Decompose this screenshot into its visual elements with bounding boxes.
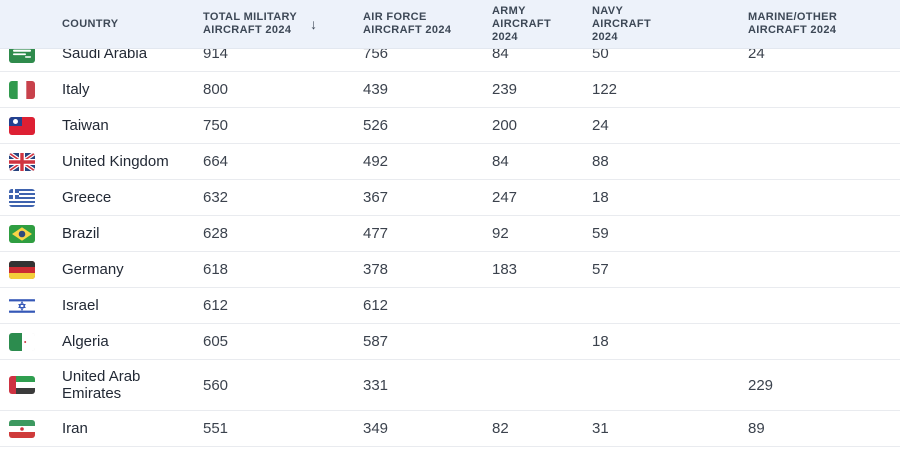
flag-il-icon <box>9 296 35 315</box>
marine-other-aircraft-value: 24 <box>748 45 765 62</box>
air-force-aircraft-value: 477 <box>363 225 389 242</box>
air-force-aircraft-value: 349 <box>363 420 389 437</box>
total-aircraft-value: 618 <box>203 261 229 278</box>
country-name[interactable]: Germany <box>62 261 124 278</box>
flag-cell <box>0 332 62 351</box>
flag-gb-icon <box>9 152 35 171</box>
navy-aircraft-value: 57 <box>592 261 609 278</box>
table-row[interactable]: Brazil 628 477 92 59 <box>0 216 900 252</box>
flag-ae-icon <box>9 376 35 394</box>
army-aircraft-value: 200 <box>492 117 518 134</box>
country-name[interactable]: Saudi Arabia <box>62 45 148 62</box>
total-aircraft-value: 632 <box>203 189 229 206</box>
table-row[interactable]: Iran 551 349 82 31 89 <box>0 411 900 447</box>
total-aircraft-value: 560 <box>203 376 229 394</box>
table-row[interactable]: Taiwan 750 526 200 24 <box>0 108 900 144</box>
flag-cell <box>0 116 62 135</box>
navy-aircraft-value: 122 <box>592 81 618 98</box>
army-aircraft-value: 84 <box>492 153 509 170</box>
army-aircraft-value: 239 <box>492 81 518 98</box>
flag-gr-icon <box>9 188 35 207</box>
flag-cell <box>0 419 62 438</box>
column-header-country[interactable]: COUNTRY <box>62 17 119 30</box>
country-name[interactable]: Algeria <box>62 333 109 350</box>
column-header-air-force[interactable]: AIR FORCE AIRCRAFT 2024 <box>363 11 452 36</box>
flag-de-icon <box>9 260 35 279</box>
flag-ir-icon <box>9 419 35 438</box>
flag-sa-icon <box>9 44 35 63</box>
table-row[interactable]: Israel 612 612 <box>0 288 900 324</box>
total-aircraft-value: 628 <box>203 225 229 242</box>
column-header-total[interactable]: TOTAL MILITARY AIRCRAFT 2024 ↓ <box>203 11 363 37</box>
air-force-aircraft-value: 587 <box>363 333 389 350</box>
flag-it-icon <box>9 80 35 99</box>
flag-cell <box>0 224 62 243</box>
total-aircraft-value: 750 <box>203 117 229 134</box>
total-aircraft-value: 612 <box>203 297 229 314</box>
air-force-aircraft-value: 756 <box>363 45 389 62</box>
table-row[interactable]: Greece 632 367 247 18 <box>0 180 900 216</box>
table-row[interactable]: Saudi Arabia 914 756 84 50 24 <box>0 36 900 72</box>
country-name[interactable]: Iran <box>62 420 88 437</box>
army-aircraft-value: 84 <box>492 45 509 62</box>
flag-cell <box>0 376 62 394</box>
country-name[interactable]: United Arab Emirates <box>62 368 141 402</box>
total-aircraft-value: 605 <box>203 333 229 350</box>
marine-other-aircraft-value: 229 <box>748 376 774 394</box>
navy-aircraft-value: 50 <box>592 45 609 62</box>
table-rows: Saudi Arabia 914 756 84 50 24 Italy 800 439 239 12… <box>0 36 900 447</box>
country-name[interactable]: Brazil <box>62 225 100 242</box>
table-row[interactable]: Germany 618 378 183 57 <box>0 252 900 288</box>
air-force-aircraft-value: 378 <box>363 261 389 278</box>
column-header-marine-other[interactable]: MARINE/OTHER AIRCRAFT 2024 <box>748 11 838 36</box>
air-force-aircraft-value: 331 <box>363 376 389 394</box>
table-row[interactable]: Italy 800 439 239 122 <box>0 72 900 108</box>
flag-dz-icon <box>9 332 35 351</box>
country-name[interactable]: Greece <box>62 189 112 206</box>
total-aircraft-value: 664 <box>203 153 229 170</box>
navy-aircraft-value: 31 <box>592 420 609 437</box>
air-force-aircraft-value: 612 <box>363 297 389 314</box>
total-aircraft-value: 914 <box>203 45 229 62</box>
flag-cell <box>0 296 62 315</box>
flag-cell <box>0 44 62 63</box>
country-name[interactable]: Italy <box>62 81 90 98</box>
total-aircraft-value: 551 <box>203 420 229 437</box>
army-aircraft-value: 92 <box>492 225 509 242</box>
country-name[interactable]: Israel <box>62 297 99 314</box>
flag-cell <box>0 260 62 279</box>
navy-aircraft-value: 88 <box>592 153 609 170</box>
column-header-navy[interactable]: NAVY AIRCRAFT 2024 <box>592 4 652 43</box>
air-force-aircraft-value: 367 <box>363 189 389 206</box>
army-aircraft-value: 183 <box>492 261 518 278</box>
column-header-total-label: TOTAL MILITARY AIRCRAFT 2024 <box>203 11 298 36</box>
navy-aircraft-value: 59 <box>592 225 609 242</box>
navy-aircraft-value: 18 <box>592 189 609 206</box>
navy-aircraft-value: 24 <box>592 117 609 134</box>
army-aircraft-value: 247 <box>492 189 518 206</box>
table-header: COUNTRY TOTAL MILITARY AIRCRAFT 2024 ↓ A… <box>0 0 900 49</box>
navy-aircraft-value: 18 <box>592 333 609 350</box>
table-row[interactable]: United Arab Emirates 560 331 229 <box>0 360 900 411</box>
air-force-aircraft-value: 439 <box>363 81 389 98</box>
air-force-aircraft-value: 526 <box>363 117 389 134</box>
column-header-army[interactable]: ARMY AIRCRAFT 2024 <box>492 4 552 43</box>
flag-br-icon <box>9 224 35 243</box>
marine-other-aircraft-value: 89 <box>748 420 765 437</box>
flag-cell <box>0 152 62 171</box>
table-row[interactable]: Algeria 605 587 18 <box>0 324 900 360</box>
air-force-aircraft-value: 492 <box>363 153 389 170</box>
flag-tw-icon <box>9 116 35 135</box>
army-aircraft-value: 82 <box>492 420 509 437</box>
country-name[interactable]: Taiwan <box>62 117 109 134</box>
flag-cell <box>0 188 62 207</box>
country-name[interactable]: United Kingdom <box>62 153 169 170</box>
table-row[interactable]: United Kingdom 664 492 84 88 <box>0 144 900 180</box>
flag-cell <box>0 80 62 99</box>
sort-descending-icon[interactable]: ↓ <box>310 16 318 32</box>
total-aircraft-value: 800 <box>203 81 229 98</box>
